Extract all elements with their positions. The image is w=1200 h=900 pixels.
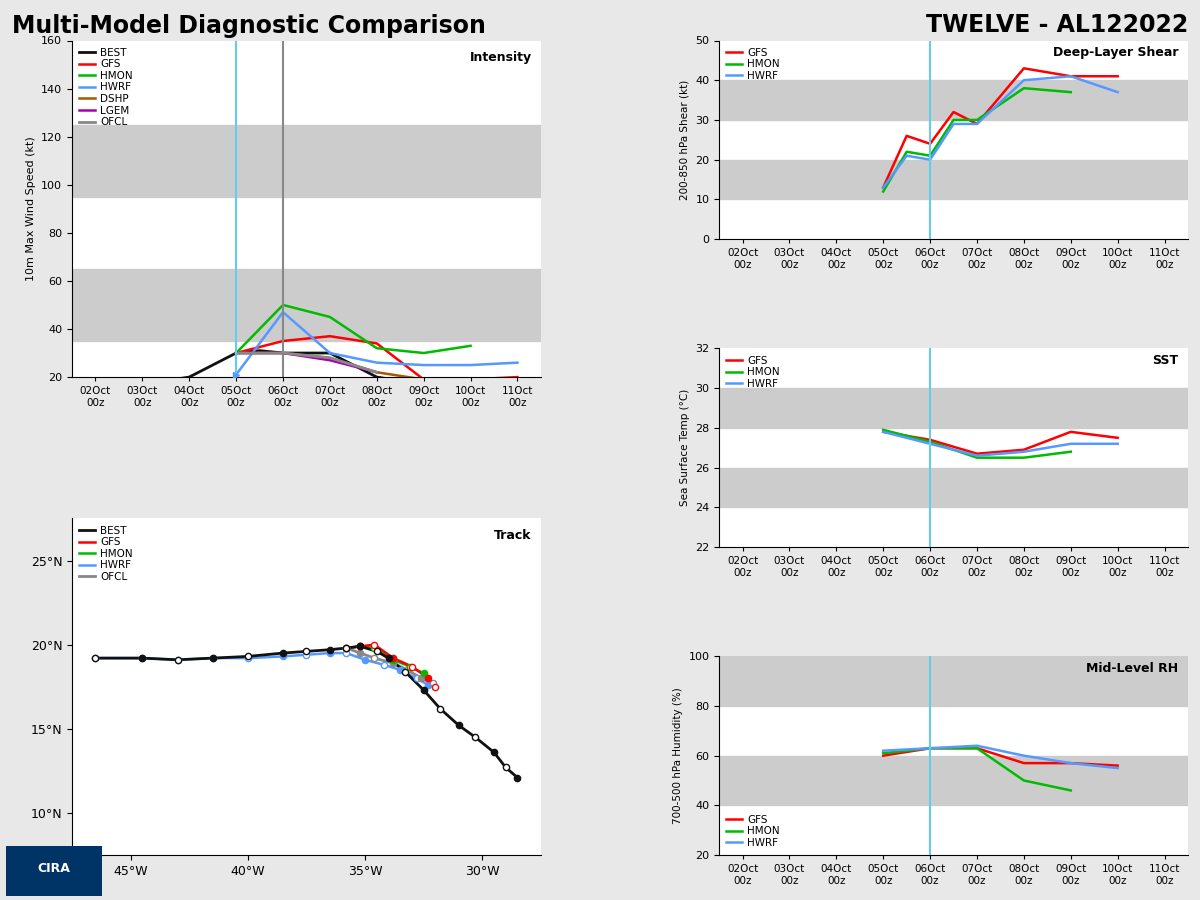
Bar	[719, 159, 1188, 200]
Bar	[72, 269, 541, 341]
Text: Intensity: Intensity	[469, 50, 532, 64]
Y-axis label: 10m Max Wind Speed (kt): 10m Max Wind Speed (kt)	[25, 137, 36, 281]
Text: SST: SST	[1152, 355, 1178, 367]
Y-axis label: 200-850 hPa Shear (kt): 200-850 hPa Shear (kt)	[679, 80, 690, 200]
Text: Multi-Model Diagnostic Comparison: Multi-Model Diagnostic Comparison	[12, 14, 486, 38]
Y-axis label: Sea Surface Temp (°C): Sea Surface Temp (°C)	[679, 389, 690, 507]
Bar	[719, 388, 1188, 427]
Legend: BEST, GFS, HMON, HWRF, DSHP, LGEM, OFCL: BEST, GFS, HMON, HWRF, DSHP, LGEM, OFCL	[77, 46, 134, 130]
Legend: GFS, HMON, HWRF: GFS, HMON, HWRF	[725, 813, 782, 850]
Bar	[719, 80, 1188, 120]
Legend: GFS, HMON, HWRF: GFS, HMON, HWRF	[725, 354, 782, 391]
Legend: BEST, GFS, HMON, HWRF, OFCL: BEST, GFS, HMON, HWRF, OFCL	[77, 524, 134, 584]
Bar	[719, 756, 1188, 806]
Bar	[719, 468, 1188, 508]
Y-axis label: 700-500 hPa Humidity (%): 700-500 hPa Humidity (%)	[673, 688, 683, 824]
Text: Deep-Layer Shear: Deep-Layer Shear	[1054, 47, 1178, 59]
Text: Mid-Level RH: Mid-Level RH	[1086, 662, 1178, 675]
Bar	[719, 656, 1188, 706]
Text: Track: Track	[494, 528, 532, 542]
Text: TWELVE - AL122022: TWELVE - AL122022	[925, 14, 1188, 38]
Bar	[72, 124, 541, 197]
Text: CIRA: CIRA	[37, 862, 71, 875]
Legend: GFS, HMON, HWRF: GFS, HMON, HWRF	[725, 46, 782, 83]
